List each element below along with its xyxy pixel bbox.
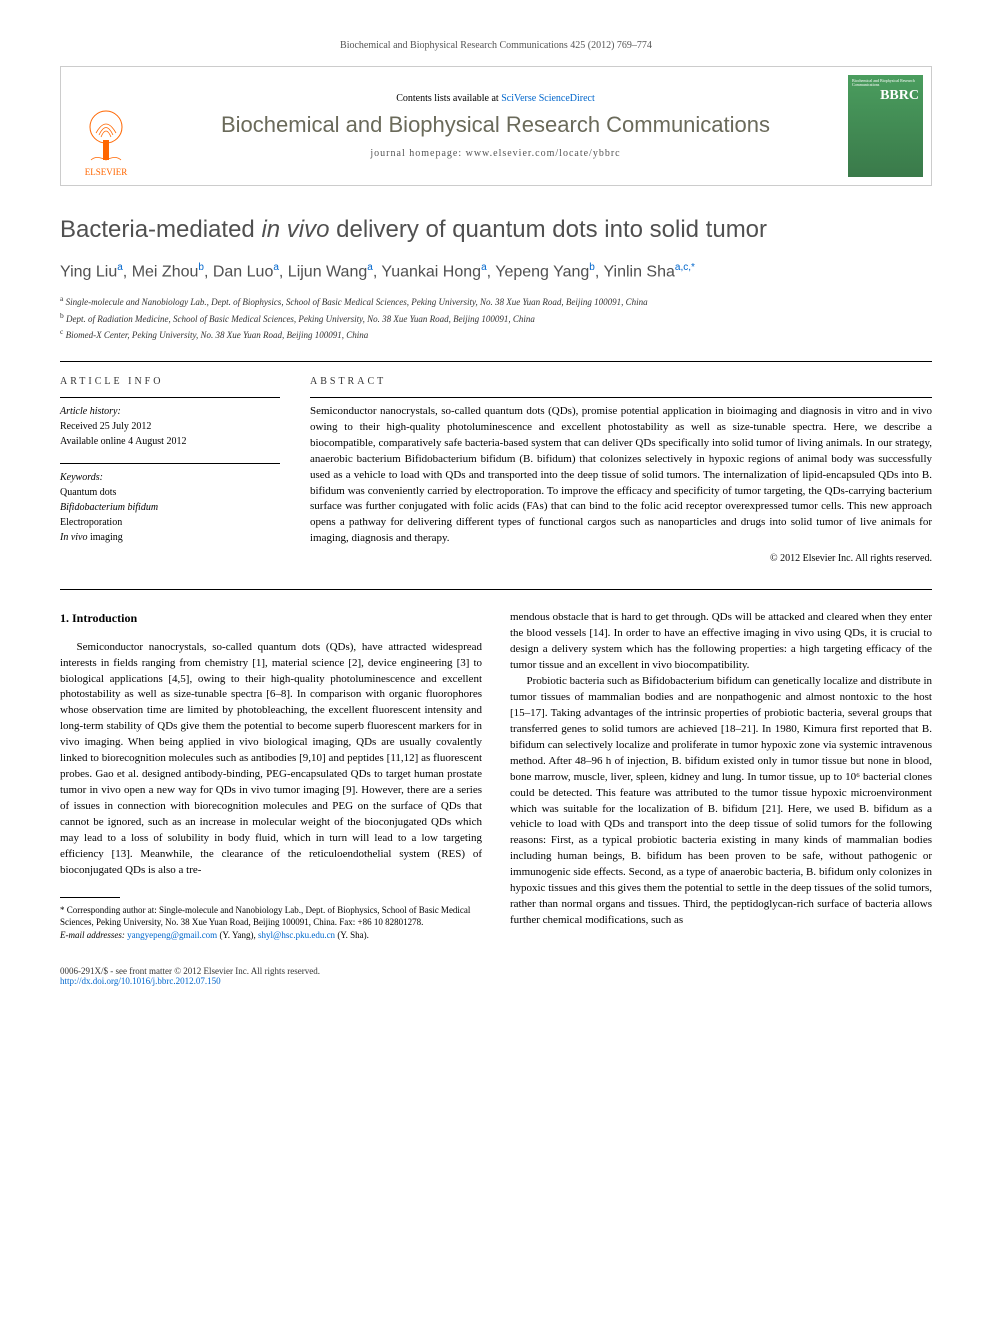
body-column-left: 1. Introduction Semiconductor nanocrysta… bbox=[60, 610, 482, 941]
received-date: Received 25 July 2012 bbox=[60, 419, 280, 434]
section-1-heading: 1. Introduction bbox=[60, 610, 482, 627]
author-6-aff: b bbox=[589, 262, 595, 273]
article-info-sidebar: ARTICLE INFO Article history: Received 2… bbox=[60, 376, 280, 564]
journal-banner: ELSEVIER Contents lists available at Sci… bbox=[60, 66, 932, 186]
affiliations: a Single-molecule and Nanobiology Lab., … bbox=[60, 293, 932, 343]
divider bbox=[60, 361, 932, 362]
article-history: Article history: Received 25 July 2012 A… bbox=[60, 397, 280, 449]
journal-title: Biochemical and Biophysical Research Com… bbox=[166, 112, 825, 138]
body-two-column: 1. Introduction Semiconductor nanocrysta… bbox=[60, 589, 932, 941]
author-1-aff: a bbox=[117, 262, 123, 273]
publisher-logo[interactable]: ELSEVIER bbox=[61, 67, 151, 185]
email-1-who: (Y. Yang), bbox=[217, 930, 258, 940]
keywords-label: Keywords: bbox=[60, 470, 280, 485]
author-4[interactable]: Lijun Wang bbox=[288, 263, 367, 280]
keyword-4-rest: imaging bbox=[88, 532, 123, 543]
footnote-separator bbox=[60, 897, 120, 898]
online-date: Available online 4 August 2012 bbox=[60, 434, 280, 449]
abstract-copyright: © 2012 Elsevier Inc. All rights reserved… bbox=[310, 553, 932, 564]
keyword-4-ital: In vivo bbox=[60, 532, 88, 543]
keyword-1: Quantum dots bbox=[60, 485, 280, 500]
aff-c-text: Biomed-X Center, Peking University, No. … bbox=[66, 330, 369, 340]
author-5[interactable]: Yuankai Hong bbox=[381, 263, 481, 280]
keyword-4: In vivo imaging bbox=[60, 530, 280, 545]
title-italic: in vivo bbox=[261, 216, 329, 243]
email-label: E-mail addresses: bbox=[60, 930, 127, 940]
journal-cover-thumbnail[interactable]: Biochemical and Biophysical Research Com… bbox=[848, 75, 923, 177]
publisher-name: ELSEVIER bbox=[85, 167, 128, 177]
abstract-section: ABSTRACT Semiconductor nanocrystals, so-… bbox=[310, 376, 932, 564]
footer-left: 0006-291X/$ - see front matter © 2012 El… bbox=[60, 966, 320, 986]
affiliation-a: a Single-molecule and Nanobiology Lab., … bbox=[60, 293, 932, 310]
affiliation-b: b Dept. of Radiation Medicine, School of… bbox=[60, 310, 932, 327]
footer-copyright: 0006-291X/$ - see front matter © 2012 El… bbox=[60, 966, 320, 976]
email-2-link[interactable]: shyl@hsc.pku.edu.cn bbox=[258, 930, 335, 940]
banner-middle: Contents lists available at SciVerse Sci… bbox=[151, 67, 840, 185]
keyword-3: Electroporation bbox=[60, 515, 280, 530]
corresponding-author-note: * Corresponding author at: Single-molecu… bbox=[60, 904, 482, 929]
intro-paragraph-2a: mendous obstacle that is hard to get thr… bbox=[510, 610, 932, 674]
footer-doi[interactable]: http://dx.doi.org/10.1016/j.bbrc.2012.07… bbox=[60, 976, 320, 986]
article-info-heading: ARTICLE INFO bbox=[60, 376, 280, 387]
homepage-line: journal homepage: www.elsevier.com/locat… bbox=[166, 148, 825, 159]
body-column-right: mendous obstacle that is hard to get thr… bbox=[510, 610, 932, 941]
author-2-aff: b bbox=[198, 262, 204, 273]
email-1-link[interactable]: yangyepeng@gmail.com bbox=[127, 930, 217, 940]
keyword-2: Bifidobacterium bifidum bbox=[60, 500, 280, 515]
author-2[interactable]: Mei Zhou bbox=[132, 263, 199, 280]
author-7-aff: a,c,* bbox=[675, 262, 695, 273]
footnotes: * Corresponding author at: Single-molecu… bbox=[60, 904, 482, 942]
sciencedirect-link[interactable]: SciVerse ScienceDirect bbox=[501, 93, 595, 104]
author-3-aff: a bbox=[273, 262, 279, 273]
article-title: Bacteria-mediated in vivo delivery of qu… bbox=[60, 216, 932, 244]
contents-line: Contents lists available at SciVerse Sci… bbox=[166, 93, 825, 104]
author-3[interactable]: Dan Luo bbox=[213, 263, 274, 280]
info-abstract-row: ARTICLE INFO Article history: Received 2… bbox=[60, 376, 932, 564]
cover-abbrev: BBRC bbox=[852, 88, 919, 104]
intro-paragraph-2b: Probiotic bacteria such as Bifidobacteri… bbox=[510, 674, 932, 929]
email-line: E-mail addresses: yangyepeng@gmail.com (… bbox=[60, 929, 482, 942]
author-1[interactable]: Ying Liu bbox=[60, 263, 117, 280]
abstract-heading: ABSTRACT bbox=[310, 376, 932, 387]
title-post: delivery of quantum dots into solid tumo… bbox=[329, 216, 767, 243]
affiliation-c: c Biomed-X Center, Peking University, No… bbox=[60, 326, 932, 343]
aff-b-text: Dept. of Radiation Medicine, School of B… bbox=[66, 314, 535, 324]
abstract-text: Semiconductor nanocrystals, so-called qu… bbox=[310, 397, 932, 547]
author-5-aff: a bbox=[481, 262, 487, 273]
homepage-url[interactable]: www.elsevier.com/locate/ybbrc bbox=[466, 148, 621, 159]
history-label: Article history: bbox=[60, 404, 280, 419]
author-list: Ying Liua, Mei Zhoub, Dan Luoa, Lijun Wa… bbox=[60, 262, 932, 281]
author-6[interactable]: Yepeng Yang bbox=[495, 263, 589, 280]
aff-a-text: Single-molecule and Nanobiology Lab., De… bbox=[66, 297, 648, 307]
elsevier-tree-icon bbox=[81, 105, 131, 165]
author-4-aff: a bbox=[367, 262, 373, 273]
header-citation: Biochemical and Biophysical Research Com… bbox=[60, 40, 932, 51]
title-pre: Bacteria-mediated bbox=[60, 216, 261, 243]
contents-prefix: Contents lists available at bbox=[396, 93, 501, 104]
author-7[interactable]: Yinlin Sha bbox=[603, 263, 674, 280]
homepage-prefix: journal homepage: bbox=[370, 148, 465, 159]
keywords-block: Keywords: Quantum dots Bifidobacterium b… bbox=[60, 463, 280, 545]
cover-subtitle: Biochemical and Biophysical Research Com… bbox=[852, 79, 919, 88]
page-footer: 0006-291X/$ - see front matter © 2012 El… bbox=[60, 966, 932, 986]
email-2-who: (Y. Sha). bbox=[335, 930, 369, 940]
intro-paragraph-1: Semiconductor nanocrystals, so-called qu… bbox=[60, 640, 482, 879]
